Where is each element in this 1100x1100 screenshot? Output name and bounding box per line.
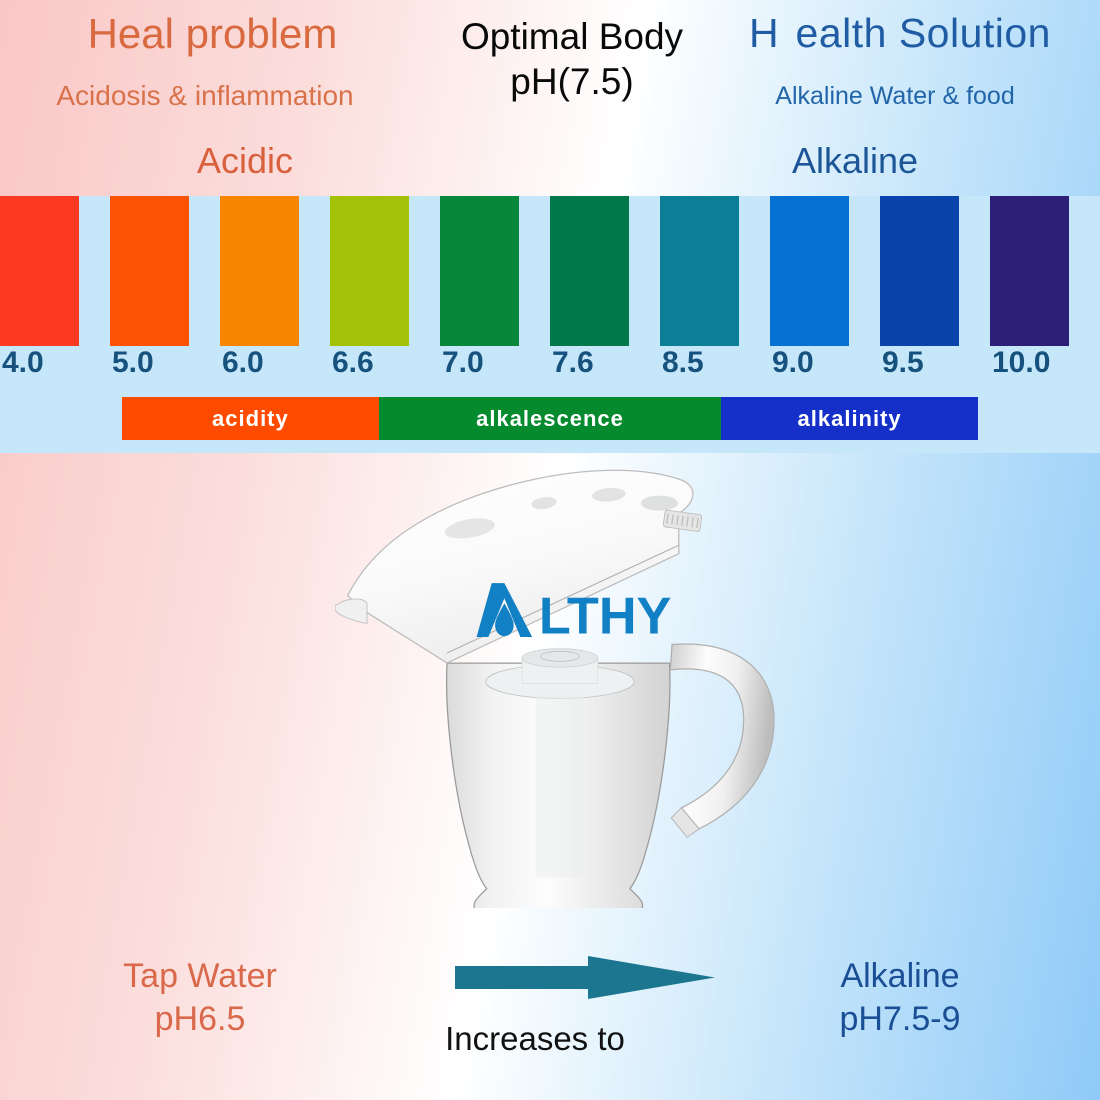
svg-text:LTHY: LTHY xyxy=(539,588,671,646)
